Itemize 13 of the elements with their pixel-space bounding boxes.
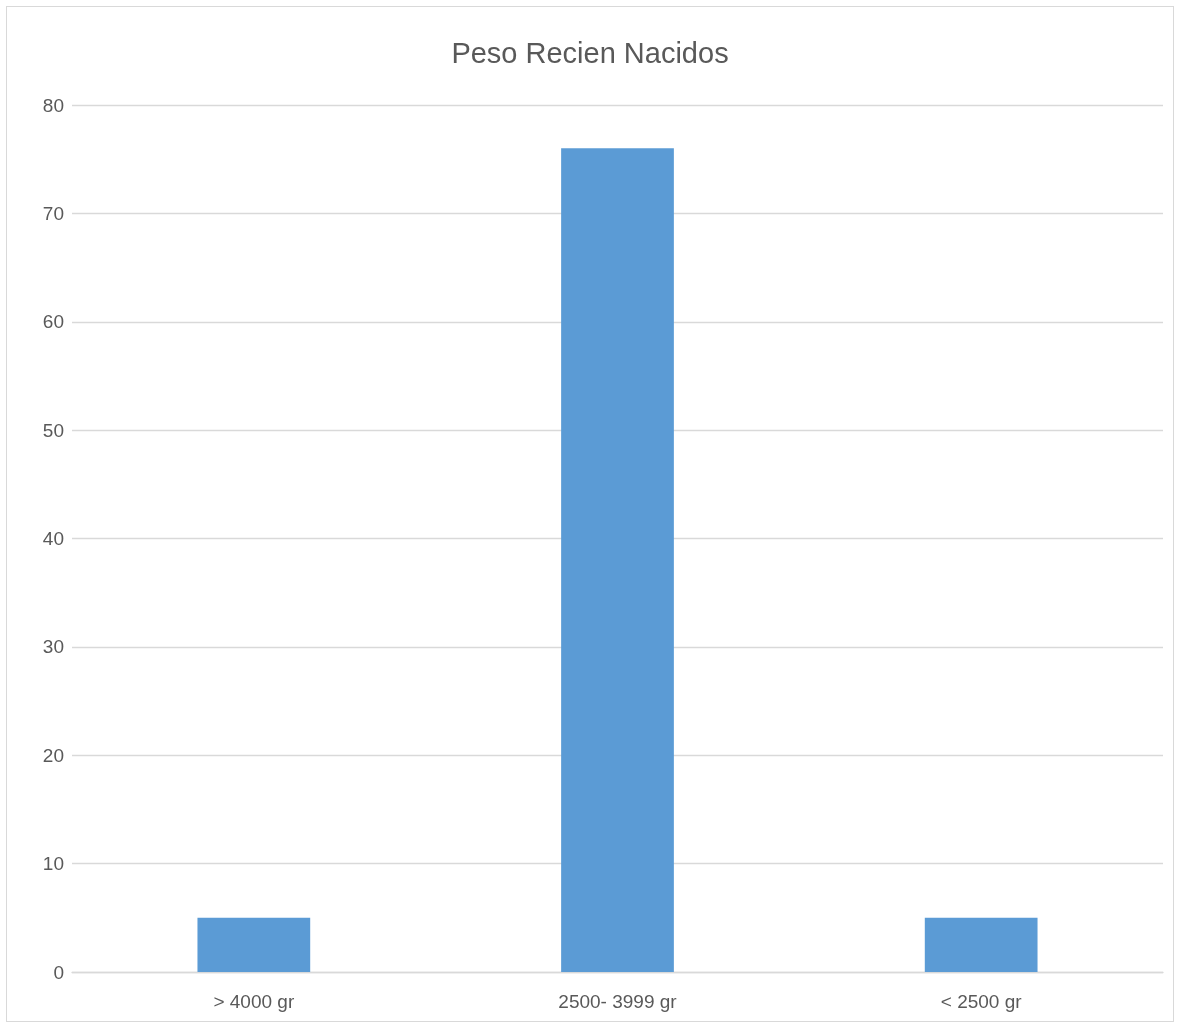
chart-title: Peso Recien Nacidos	[451, 36, 729, 69]
y-tick-label: 40	[42, 528, 64, 549]
y-tick-label: 20	[42, 744, 64, 766]
y-tick-label: 50	[42, 419, 64, 441]
y-tick-label: 70	[42, 202, 64, 224]
y-tick-label: 80	[42, 94, 64, 116]
y-tick-label: 30	[42, 636, 64, 658]
y-tick-label: 60	[42, 311, 64, 333]
x-tick-label: > 4000 gr	[213, 991, 295, 1012]
x-tick-label: < 2500 gr	[940, 991, 1023, 1012]
y-tick-label: 10	[42, 853, 64, 875]
y-tick-label: 0	[53, 961, 64, 983]
x-tick-label: 2500- 3999 gr	[558, 991, 678, 1012]
